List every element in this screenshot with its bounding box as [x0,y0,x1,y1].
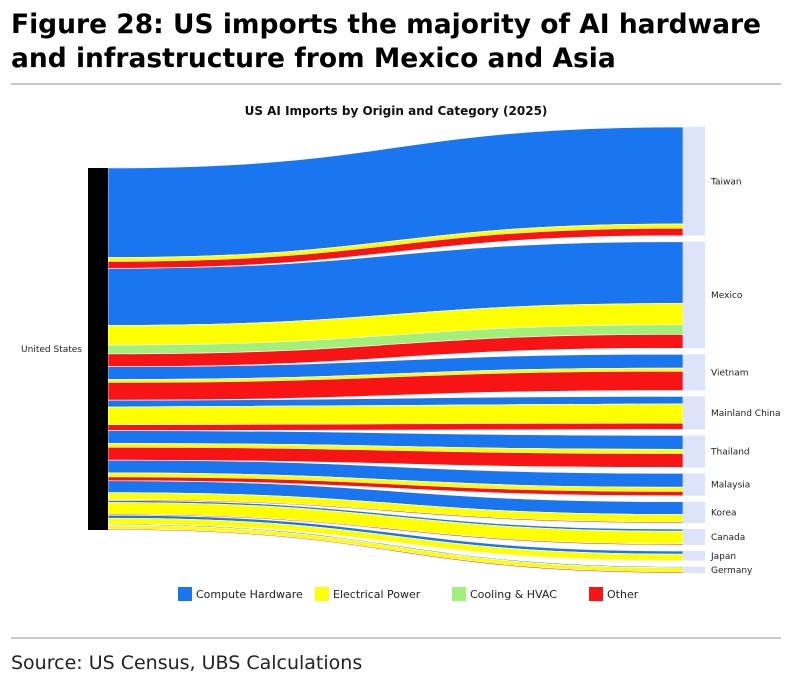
title-divider [11,83,781,85]
source-divider [11,637,781,639]
legend-item-electrical-power: Electrical Power [315,587,420,601]
legend-swatch-other [589,587,603,601]
target-node-malaysia [683,473,705,496]
target-node-label-korea: Korea [711,508,737,518]
target-node-taiwan [683,127,705,236]
flow-japan-electrical-power [107,517,684,561]
source-node-label: United States [21,345,82,355]
target-node-label-germany: Germany [711,566,753,576]
sankey-labels: United States Taiwan Mexico Vietnam Mainland… [21,177,780,575]
legend-label-other: Other [607,587,639,601]
flow-mexico-other [107,334,684,368]
target-node-germany [683,566,705,573]
flow-canada-other [107,513,684,546]
flow-mainland-china-electrical-power [107,403,684,426]
target-node-label-thailand: Thailand [710,447,750,457]
target-node-label-canada: Canada [711,533,745,543]
target-node-label-vietnam: Vietnam [711,368,749,378]
legend-swatch-cooling-hvac [452,587,466,601]
legend-label-electrical-power: Electrical Power [333,587,421,601]
legend-item-cooling-hvac: Cooling & HVAC [452,587,557,601]
flow-thailand-other [107,447,684,468]
target-node-label-japan: Japan [710,552,736,562]
sankey-chart: US AI Imports by Origin and Category (20… [21,104,780,576]
target-node-label-taiwan: Taiwan [710,177,742,187]
target-node-label-mexico: Mexico [711,291,743,301]
chart-title: US AI Imports by Origin and Category (20… [245,104,548,118]
sankey-links [107,126,684,574]
target-node-korea [683,501,705,524]
flow-taiwan-compute-hardware [107,126,684,258]
legend-label-compute-hardware: Compute Hardware [196,587,303,601]
sankey-nodes [88,127,705,573]
source-note: Source: US Census, UBS Calculations [11,652,363,674]
target-node-japan [683,551,705,561]
legend-label-cooling-hvac: Cooling & HVAC [470,587,557,601]
target-node-mainland-china [683,396,705,430]
target-node-label-malaysia: Malaysia [711,481,750,491]
target-node-mexico [683,241,705,349]
legend-item-compute-hardware: Compute Hardware [178,587,303,601]
source-node-united-states [88,168,108,530]
legend-item-other: Other [589,587,638,601]
target-node-vietnam [683,354,705,391]
legend-swatch-compute-hardware [178,587,192,601]
target-node-canada [683,529,705,546]
target-node-label-mainland-china: Mainland China [711,409,781,419]
chart-legend: Compute Hardware Electrical Power Cooling … [0,587,805,607]
figure-title: Figure 28: US imports the majority of AI… [11,9,762,74]
legend-swatch-electrical-power [315,587,329,601]
target-node-thailand [683,435,705,468]
